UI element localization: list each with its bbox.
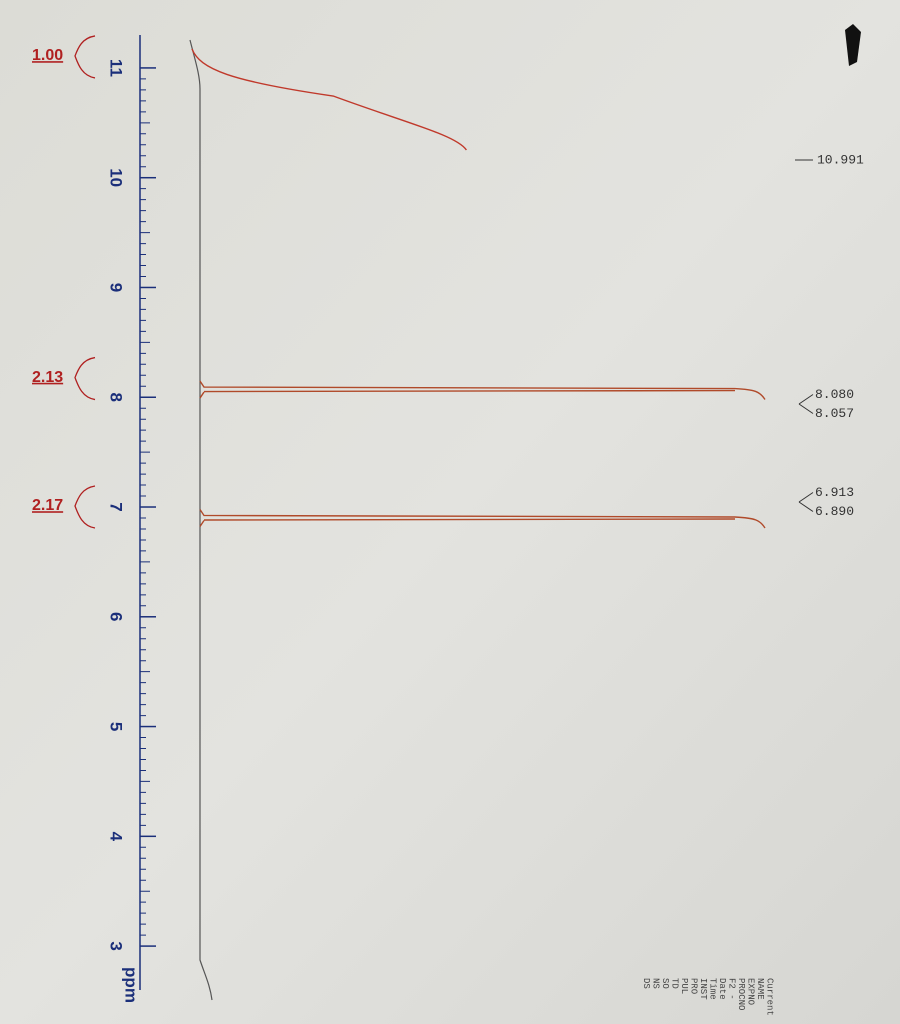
- peak-label: 6.890: [815, 504, 854, 519]
- integral-label: 1.00: [32, 47, 63, 64]
- peak-label: 10.991: [817, 152, 864, 167]
- parameter-label: PRO: [689, 978, 699, 994]
- x-tick-label: 10: [107, 168, 126, 187]
- ink-mark: [845, 24, 861, 66]
- minor-ticks: [140, 78, 150, 936]
- integral-label: 2.17: [32, 497, 63, 514]
- parameter-label: TD: [670, 978, 680, 989]
- parameter-label: NS: [651, 978, 661, 989]
- parameter-label: EXPNO: [746, 978, 756, 1005]
- peak-label-tick: [798, 492, 814, 503]
- axis-label: ppm: [122, 967, 141, 1003]
- integral-bracket: [74, 35, 96, 79]
- peak-label: 8.057: [815, 406, 854, 421]
- peak: [199, 509, 766, 529]
- integral-bracket: [74, 485, 96, 529]
- integral-bracket: [74, 356, 96, 401]
- peak: [191, 48, 467, 151]
- peak-label-tick: [798, 403, 814, 414]
- parameter-label: Time: [708, 978, 718, 1000]
- integral-label: 2.13: [32, 369, 63, 386]
- baseline: [189, 39, 213, 1001]
- parameter-label: PROCNO: [736, 978, 746, 1010]
- x-tick-label: 3: [107, 941, 126, 950]
- peak-label-tick: [798, 501, 814, 512]
- peak-label: 8.080: [815, 387, 854, 402]
- parameter-label: DS: [641, 978, 651, 989]
- parameter-label: NAME: [755, 978, 765, 1000]
- x-tick-label: 11: [107, 59, 126, 77]
- peak-label: 6.913: [815, 485, 854, 500]
- x-tick-label: 6: [107, 612, 126, 621]
- x-tick-label: 8: [107, 393, 126, 402]
- x-tick-label: 4: [107, 832, 126, 842]
- parameter-label: PUL: [679, 978, 689, 994]
- parameter-label: INST: [698, 978, 708, 1000]
- peak: [199, 380, 766, 400]
- x-tick-label: 9: [107, 283, 126, 292]
- x-tick-label: 7: [107, 502, 126, 511]
- peak-label-tick: [798, 394, 814, 405]
- parameter-label: F2 -: [727, 978, 737, 1000]
- parameter-label: Date: [717, 978, 727, 1000]
- parameter-label: Current: [765, 978, 775, 1016]
- x-tick-label: 5: [107, 722, 126, 731]
- parameter-label: SO: [660, 978, 670, 989]
